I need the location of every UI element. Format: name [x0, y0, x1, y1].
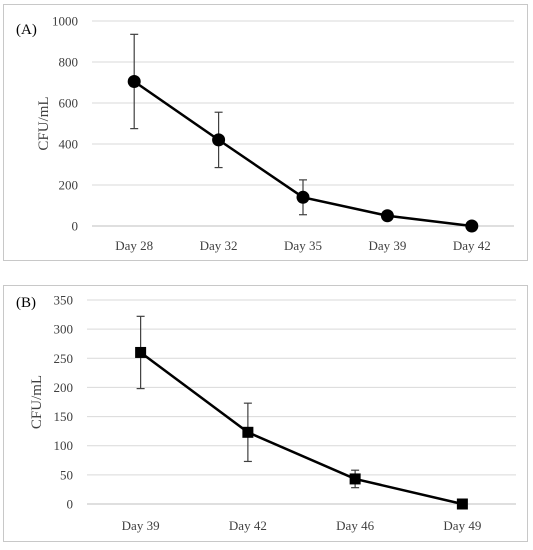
data-point-b-2 — [349, 473, 361, 485]
y-tick-label-b-250: 250 — [54, 351, 74, 366]
data-point-b-0 — [135, 346, 147, 358]
chart-b-svg: (B) 0 50 100 150 200 250 300 350 CFU/mL Day 39 Day … — [16, 293, 516, 533]
data-point-a-3 — [380, 209, 394, 223]
y-tick-label-a-400: 400 — [59, 137, 79, 152]
chart-a-svg: (A) 0 200 400 600 800 1000 CFU/mL Day 28 Day 32 Da… — [16, 14, 514, 253]
x-tick-label-a-4: Day 42 — [453, 238, 491, 253]
x-tick-label-a-3: Day 39 — [368, 238, 406, 253]
x-tick-label-b-2: Day 46 — [336, 518, 374, 533]
y-tick-label-b-200: 200 — [54, 380, 74, 395]
chart-panel-a: (A) 0 200 400 600 800 1000 CFU/mL Day 28 Day 32 Da… — [3, 4, 528, 261]
y-tick-label-a-0: 0 — [72, 219, 79, 234]
y-axis-title-b: CFU/mL — [29, 375, 45, 429]
y-tick-label-a-1000: 1000 — [52, 14, 78, 29]
y-tick-label-b-50: 50 — [60, 467, 73, 482]
x-tick-label-b-1: Day 42 — [229, 518, 267, 533]
x-tick-label-b-3: Day 49 — [443, 518, 481, 533]
data-point-a-0 — [127, 74, 141, 88]
y-tick-label-b-300: 300 — [54, 322, 74, 337]
series-line-b-0 — [139, 351, 463, 506]
y-tick-label-a-600: 600 — [59, 96, 79, 111]
data-point-a-4 — [465, 219, 479, 233]
panel-label-a: (A) — [16, 22, 37, 38]
chart-panel-b: (B) 0 50 100 150 200 250 300 350 CFU/mL Day 39 Day … — [3, 285, 528, 542]
y-tick-label-b-100: 100 — [54, 438, 74, 453]
data-point-a-2 — [296, 190, 310, 204]
y-tick-label-a-200: 200 — [59, 178, 79, 193]
panel-label-b: (B) — [16, 295, 36, 311]
y-axis-title-a: CFU/mL — [36, 96, 52, 150]
x-tick-label-a-2: Day 35 — [284, 238, 322, 253]
x-tick-label-a-0: Day 28 — [115, 238, 153, 253]
x-tick-label-a-1: Day 32 — [200, 238, 238, 253]
x-tick-label-b-0: Day 39 — [122, 518, 160, 533]
y-tick-label-b-150: 150 — [54, 409, 74, 424]
data-point-b-1 — [242, 426, 254, 438]
data-point-a-1 — [212, 133, 226, 147]
y-tick-label-b-350: 350 — [54, 293, 74, 308]
data-point-b-3 — [456, 498, 468, 510]
y-tick-label-b-0: 0 — [67, 497, 74, 512]
y-tick-label-a-800: 800 — [59, 55, 79, 70]
